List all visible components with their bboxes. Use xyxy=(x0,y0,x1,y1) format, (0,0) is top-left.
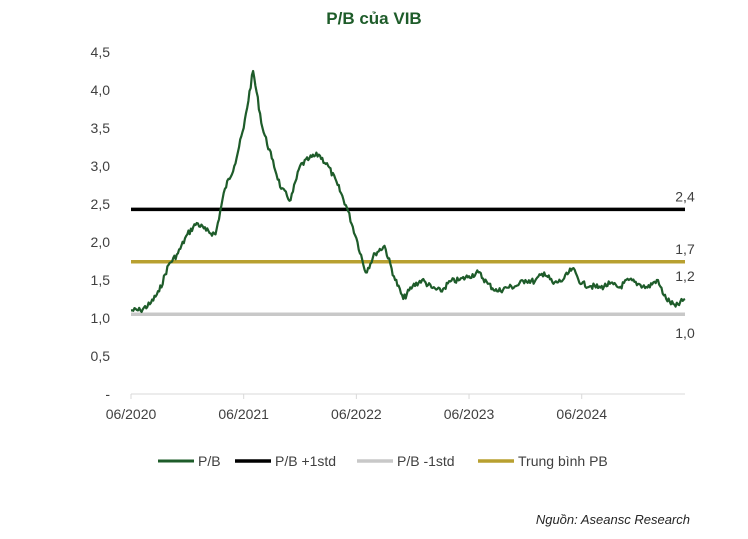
x-tick-label: 06/2024 xyxy=(556,406,607,422)
pb-series xyxy=(130,69,686,313)
end-label-mean: 1,7 xyxy=(675,241,695,257)
y-tick-label: 3,0 xyxy=(91,158,111,174)
x-tick-label: 06/2021 xyxy=(218,406,269,422)
y-tick-label: 4,5 xyxy=(91,44,111,60)
legend-label-pb: P/B xyxy=(198,453,221,469)
legend-label-mean: Trung bình PB xyxy=(518,453,608,469)
end-label-pb: 1,2 xyxy=(675,268,695,284)
end-label-plus1std: 2,4 xyxy=(675,188,695,204)
y-tick-label: 3,5 xyxy=(91,120,111,136)
y-tick-label: 1,0 xyxy=(91,310,111,326)
x-axis: 06/2020 06/2021 06/2022 06/2023 06/2024 xyxy=(106,393,685,422)
x-tick-label: 06/2020 xyxy=(106,406,157,422)
y-tick-label: 1,5 xyxy=(91,272,111,288)
y-tick-label: 2,0 xyxy=(91,234,111,250)
reference-lines xyxy=(131,207,685,316)
y-tick-label: 0,5 xyxy=(91,348,111,364)
x-tick-label: 06/2022 xyxy=(331,406,382,422)
legend-label-plus1std: P/B +1std xyxy=(275,453,336,469)
end-labels: 1,0 1,7 2,4 1,2 xyxy=(675,188,695,341)
x-tick-label: 06/2023 xyxy=(444,406,495,422)
y-tick-label: 2,5 xyxy=(91,196,111,212)
y-axis-ticks: - 0,5 1,0 1,5 2,0 2,5 3,0 3,5 4,0 4,5 xyxy=(91,44,111,402)
y-tick-label: - xyxy=(105,386,110,402)
chart-title: P/B của VIB xyxy=(326,9,421,28)
pb-line xyxy=(130,69,686,313)
legend-label-minus1std: P/B -1std xyxy=(397,453,455,469)
y-tick-label: 4,0 xyxy=(91,82,111,98)
legend: P/B P/B +1std P/B -1std Trung bình PB xyxy=(158,453,608,469)
end-label-minus1std: 1,0 xyxy=(675,325,695,341)
source-note: Nguồn: Aseansc Research xyxy=(535,512,690,527)
